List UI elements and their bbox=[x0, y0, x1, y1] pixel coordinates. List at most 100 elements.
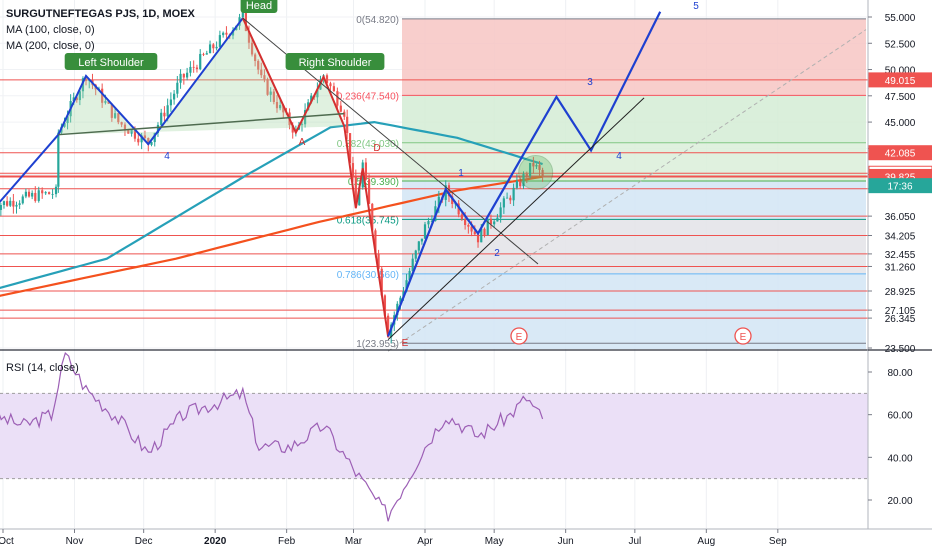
candle-body bbox=[473, 231, 476, 235]
label-wave-5: 5 bbox=[693, 1, 699, 12]
rsi-title[interactable]: RSI (14, close) bbox=[6, 362, 79, 374]
price-badge bbox=[868, 145, 932, 161]
time-tick-label: Apr bbox=[417, 536, 433, 547]
price-badge-label: 17:36 bbox=[887, 182, 912, 193]
candle-body bbox=[75, 97, 78, 101]
candle-body bbox=[358, 187, 361, 206]
candle-body bbox=[512, 187, 515, 201]
candle-body bbox=[104, 101, 107, 103]
candle-body bbox=[51, 194, 54, 195]
time-tick-label: Oct bbox=[0, 536, 14, 547]
fib-zone bbox=[402, 18, 866, 96]
candle-body bbox=[532, 162, 535, 167]
candle-body bbox=[2, 201, 6, 206]
price-tick-label: 36.050 bbox=[885, 212, 916, 223]
candle-body bbox=[222, 32, 225, 36]
candle-body bbox=[247, 30, 251, 43]
candle-body bbox=[9, 200, 12, 206]
candle-body bbox=[316, 89, 319, 98]
candle-body bbox=[41, 190, 44, 194]
candle-body bbox=[476, 234, 480, 243]
time-tick-label: Aug bbox=[697, 536, 715, 547]
price-badge bbox=[868, 72, 932, 88]
candle-body bbox=[48, 192, 51, 195]
dashed-trend-line bbox=[387, 29, 867, 352]
candle-body bbox=[310, 95, 313, 103]
candle-body bbox=[291, 125, 294, 133]
rsi-legend: RSI (14, close) bbox=[6, 360, 79, 376]
candle-body bbox=[451, 196, 454, 204]
candle-body bbox=[486, 218, 489, 236]
fib-level-label: 0.382(43.030) bbox=[337, 139, 399, 150]
candle-body bbox=[489, 218, 493, 225]
time-axis: Oct Nov Dec 2020 Feb Mar Apr May Jun Jul Aug Sep bbox=[0, 528, 932, 550]
candle-body bbox=[374, 230, 377, 254]
price-tick-label: 27.105 bbox=[885, 306, 916, 317]
candle-body bbox=[163, 112, 166, 117]
price-tick-label: 26.345 bbox=[885, 314, 916, 325]
candle-body bbox=[417, 241, 420, 251]
candle-body bbox=[522, 173, 525, 187]
wave-line-blue bbox=[0, 134, 60, 204]
candle-body bbox=[541, 169, 544, 176]
time-tick-label: Jul bbox=[628, 536, 641, 547]
candle-body bbox=[208, 44, 212, 54]
candle-body bbox=[205, 53, 208, 55]
candle-body bbox=[257, 60, 260, 70]
fib-zone bbox=[402, 95, 866, 143]
candle-body bbox=[329, 83, 332, 87]
label-wave-4-left: 4 bbox=[164, 151, 170, 162]
fib-level-label: 0(54.820) bbox=[356, 15, 399, 26]
candle-body bbox=[113, 113, 117, 118]
candle-body bbox=[493, 221, 496, 225]
candle-body bbox=[380, 268, 383, 296]
candle-body bbox=[63, 123, 66, 127]
candle-body bbox=[457, 203, 460, 215]
rsi-pane bbox=[0, 352, 868, 522]
label-wave-1: 1 bbox=[458, 168, 464, 179]
candle-body bbox=[117, 113, 120, 123]
price-tick-label: 55.000 bbox=[885, 13, 916, 24]
candle-body bbox=[66, 116, 69, 124]
ma100-legend[interactable]: MA (100, close, 0) bbox=[6, 24, 95, 36]
candle-body bbox=[467, 225, 470, 227]
candle-body bbox=[502, 198, 505, 208]
price-tick-label: 32.455 bbox=[885, 250, 916, 261]
price-axis-bg bbox=[868, 0, 932, 550]
rsi-line bbox=[0, 352, 544, 522]
candle-body bbox=[364, 162, 368, 180]
candle-body bbox=[179, 73, 182, 83]
ma200-line bbox=[0, 175, 543, 297]
price-tick-label: 50.000 bbox=[885, 66, 916, 77]
candle-body bbox=[371, 203, 374, 231]
hs-fill bbox=[58, 18, 345, 145]
price-badge-label: 42.085 bbox=[885, 149, 916, 160]
label-wave-a: A bbox=[299, 137, 306, 148]
candle-body bbox=[18, 203, 21, 205]
candle-body bbox=[509, 197, 512, 201]
candle-body bbox=[37, 190, 40, 201]
candle-body bbox=[199, 53, 202, 70]
candle-body bbox=[15, 204, 18, 207]
time-tick-label: Mar bbox=[345, 536, 363, 547]
candle-body bbox=[279, 105, 282, 109]
time-tick-label: Nov bbox=[66, 536, 84, 547]
wave-line-blue bbox=[57, 17, 244, 146]
candle-body bbox=[218, 35, 221, 47]
candle-body bbox=[202, 53, 205, 55]
time-tick-label: 2020 bbox=[204, 536, 227, 547]
label-wave-e: E bbox=[402, 338, 409, 349]
candle-body bbox=[120, 122, 123, 125]
candle-body bbox=[195, 67, 199, 70]
candle-body bbox=[411, 258, 414, 271]
candle-body bbox=[225, 32, 228, 35]
symbol-title[interactable]: SURGUTNEFTEGAS PJS, 1D, MOEX bbox=[6, 8, 195, 20]
candle-body bbox=[166, 105, 169, 117]
candle-body bbox=[505, 197, 509, 199]
ma200-legend[interactable]: MA (200, close, 0) bbox=[6, 40, 95, 52]
candle-body bbox=[269, 91, 272, 95]
candle-body bbox=[332, 86, 336, 92]
candle-body bbox=[430, 220, 434, 222]
label-wave-3: 3 bbox=[587, 77, 593, 88]
